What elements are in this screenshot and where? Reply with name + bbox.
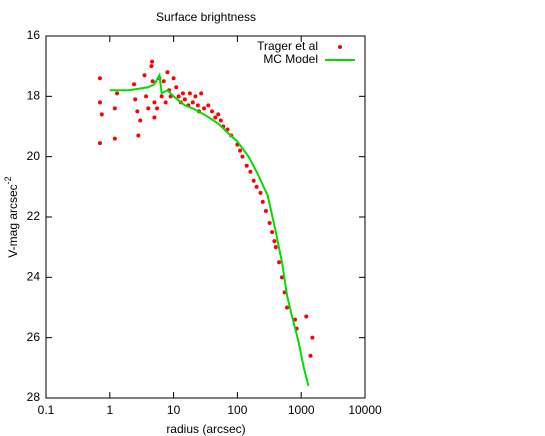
data-point	[133, 97, 138, 102]
y-axis-label-text: V-mag arcsec	[6, 184, 20, 257]
data-point	[97, 76, 102, 81]
data-point	[146, 106, 151, 111]
y-tick-label: 18	[27, 89, 41, 103]
legend-label: Trager et al	[257, 39, 318, 53]
x-tick-label: 10000	[348, 403, 382, 417]
data-point	[135, 109, 140, 114]
data-point	[161, 79, 166, 84]
data-point	[216, 112, 221, 117]
data-point	[112, 136, 117, 141]
y-axis-label-sup: -2	[3, 176, 13, 184]
data-point	[115, 91, 120, 96]
data-point	[155, 106, 160, 111]
data-point	[97, 100, 102, 105]
data-point	[218, 118, 223, 123]
model-line	[109, 72, 310, 387]
x-tick-label: 100	[227, 403, 247, 417]
legend-swatch	[338, 45, 342, 49]
x-tick-label: 1	[106, 403, 113, 417]
data-point	[199, 91, 204, 96]
x-tick-label: 10	[167, 403, 181, 417]
y-tick-label: 16	[27, 28, 41, 42]
data-point	[260, 199, 265, 204]
data-point	[210, 109, 215, 114]
data-point	[150, 59, 155, 64]
y-tick-label: 24	[27, 270, 41, 284]
data-point	[152, 115, 157, 120]
data-point	[277, 260, 282, 265]
data-point	[144, 94, 149, 99]
data-point	[248, 169, 253, 174]
plot-frame	[45, 35, 366, 399]
y-tick-label: 20	[27, 149, 41, 163]
data-point	[273, 245, 278, 250]
data-point	[174, 85, 179, 90]
data-point	[202, 106, 207, 111]
data-point	[308, 353, 313, 358]
x-tick-label: 1000	[288, 403, 315, 417]
data-point	[310, 335, 315, 340]
data-point	[238, 148, 243, 153]
y-axis-label: V-mag arcsec-2	[3, 176, 20, 257]
y-tick-label: 26	[27, 330, 41, 344]
data-point	[165, 70, 170, 75]
data-point	[304, 314, 309, 319]
data-point	[270, 230, 275, 235]
data-point	[263, 208, 268, 213]
data-point	[213, 115, 218, 120]
x-axis-label: radius (arcsec)	[166, 422, 245, 436]
data-point	[244, 163, 249, 168]
data-point	[132, 82, 137, 87]
data-point	[240, 154, 245, 159]
data-point	[180, 91, 185, 96]
data-point	[279, 275, 284, 280]
data-point	[142, 73, 147, 78]
y-tick-label: 28	[27, 390, 41, 404]
data-point	[285, 305, 290, 310]
data-point	[112, 106, 117, 111]
data-point	[138, 118, 143, 123]
data-point	[176, 94, 181, 99]
y-tick-label: 22	[27, 209, 41, 223]
data-point	[190, 100, 195, 105]
chart-title: Surface brightness	[156, 10, 256, 24]
data-point	[136, 133, 141, 138]
data-point	[193, 94, 198, 99]
x-tick-label: 0.1	[38, 403, 55, 417]
data-point	[171, 76, 176, 81]
data-point	[187, 91, 192, 96]
data-point	[195, 103, 200, 108]
data-point	[267, 221, 272, 226]
data-point	[159, 94, 164, 99]
data-point	[254, 184, 259, 189]
data-point	[272, 239, 277, 244]
data-point	[149, 64, 154, 69]
data-point	[150, 79, 155, 84]
data-point	[163, 100, 168, 105]
data-point	[97, 141, 102, 146]
data-point	[99, 112, 104, 117]
data-point	[258, 190, 263, 195]
legend-label: MC Model	[263, 52, 318, 66]
data-point	[251, 178, 256, 183]
data-point	[206, 103, 211, 108]
data-point	[152, 100, 157, 105]
data-point	[182, 97, 187, 102]
